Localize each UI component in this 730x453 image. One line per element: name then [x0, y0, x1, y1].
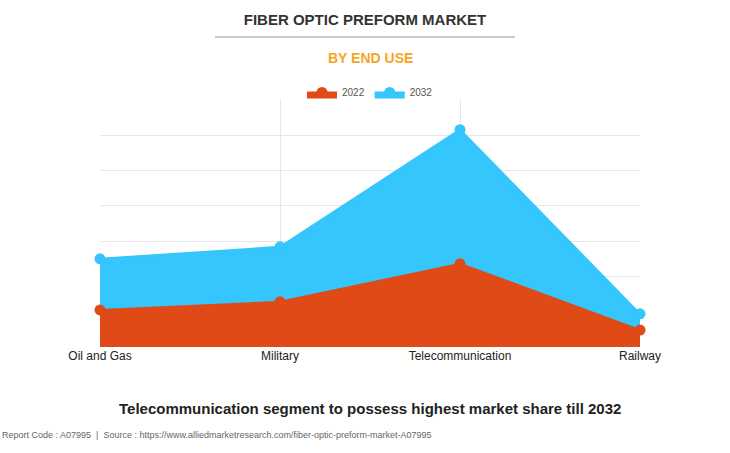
- svg-text:2022: 2022: [342, 87, 365, 98]
- svg-text:Oil and Gas: Oil and Gas: [68, 349, 131, 363]
- svg-text:Report Code : A07995 | Sourc: Report Code : A07995 | Source : https://…: [2, 430, 432, 440]
- svg-text:Railway: Railway: [619, 349, 661, 363]
- svg-text:Military: Military: [261, 349, 299, 363]
- svg-text:FIBER OPTIC PREFORM MARKET: FIBER OPTIC PREFORM MARKET: [244, 11, 487, 28]
- svg-text:Telecommunication segment to p: Telecommunication segment to possess hig…: [119, 400, 621, 417]
- svg-text:2032: 2032: [410, 87, 433, 98]
- svg-text:BY END USE: BY END USE: [328, 50, 413, 66]
- svg-text:Telecommunication: Telecommunication: [409, 349, 512, 363]
